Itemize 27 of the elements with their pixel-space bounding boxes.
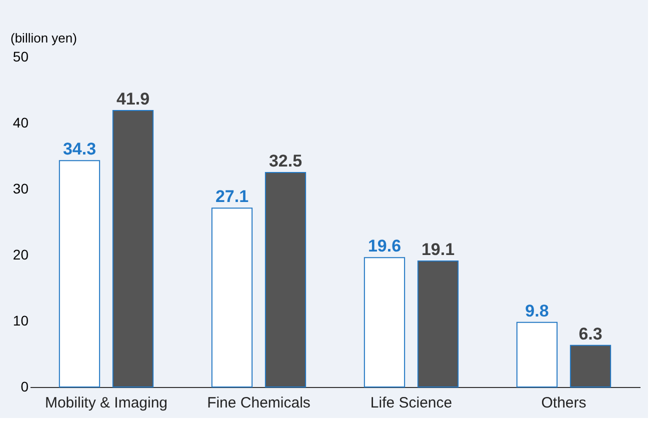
y-tick-label: 20 xyxy=(12,246,29,262)
data-label: 41.9 xyxy=(116,89,150,108)
x-tick-label: Others xyxy=(541,394,586,412)
y-tick-label: 30 xyxy=(12,180,29,196)
data-label: 27.1 xyxy=(215,187,249,206)
bar xyxy=(570,344,612,388)
y-tick-label: 10 xyxy=(12,312,29,328)
data-label: 32.5 xyxy=(268,152,302,170)
x-tick-label: Mobility & Imaging xyxy=(44,394,168,412)
y-tick-label: 50 xyxy=(12,48,29,64)
bar xyxy=(364,257,406,388)
y-axis-title: (billion yen) xyxy=(10,30,77,46)
bar xyxy=(211,208,253,388)
bar xyxy=(516,322,558,388)
y-tick-label: 0 xyxy=(20,378,29,394)
data-label: 9.8 xyxy=(525,301,549,320)
data-label: 19.6 xyxy=(368,236,402,256)
data-label: 6.3 xyxy=(578,324,602,344)
data-label: 34.3 xyxy=(62,140,96,159)
x-tick-label: Fine Chemicals xyxy=(207,394,310,412)
bar xyxy=(417,260,459,388)
y-tick-label: 40 xyxy=(12,114,29,130)
bar xyxy=(58,160,100,388)
bar xyxy=(112,110,154,388)
x-tick-label: Life Science xyxy=(370,394,452,412)
bar xyxy=(264,172,306,388)
data-label: 19.1 xyxy=(421,240,455,259)
